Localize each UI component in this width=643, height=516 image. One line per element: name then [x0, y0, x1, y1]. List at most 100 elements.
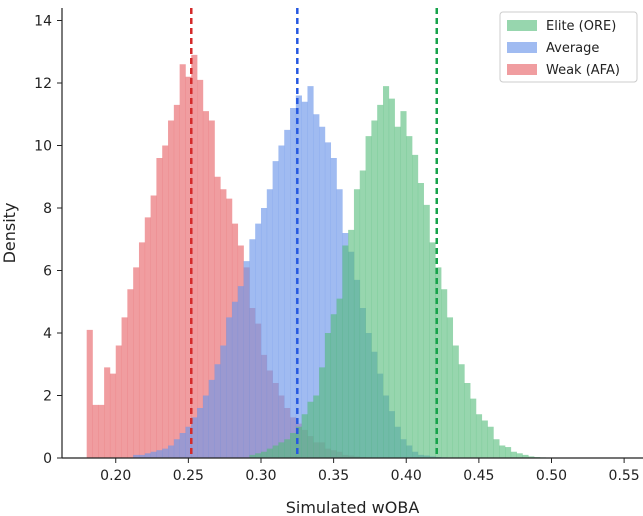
bar-elite-ore [272, 445, 279, 458]
bar-elite-ore [383, 86, 390, 459]
bar-elite-ore [324, 333, 332, 458]
y-tick-label: 14 [34, 14, 52, 30]
bar-average [249, 239, 256, 458]
bar-elite-ore [429, 242, 436, 459]
bar-average [237, 286, 244, 459]
bar-elite-ore [470, 398, 477, 459]
bar-weak-afa [98, 404, 105, 459]
bar-average [144, 453, 151, 458]
y-tick-label: 10 [34, 139, 52, 155]
bar-average [185, 426, 192, 458]
bar-average [150, 451, 157, 458]
bar-average [284, 129, 291, 459]
bar-elite-ore [446, 317, 454, 459]
bar-average [197, 408, 204, 458]
bar-elite-ore [313, 395, 320, 458]
bar-elite-ore [255, 453, 262, 458]
legend-swatch [507, 20, 537, 31]
bar-average [313, 114, 320, 458]
mean-lines [190, 8, 438, 458]
bar-weak-afa [185, 76, 192, 458]
bar-elite-ore [464, 383, 471, 458]
bar-elite-ore [528, 456, 535, 458]
bar-average [330, 158, 337, 458]
bar-weak-afa [115, 345, 122, 458]
bar-weak-afa [127, 289, 134, 458]
bar-weak-afa [162, 145, 169, 458]
y-ticks: 0 2 4 6 8 10 12 14 [34, 14, 62, 467]
bar-elite-ore [249, 454, 256, 459]
bar-average [214, 364, 221, 458]
x-ticks: 0.20 0.25 0.30 0.35 0.40 0.45 0.50 0.55 [100, 458, 640, 484]
bar-elite-ore [353, 189, 361, 458]
bar-weak-afa [156, 158, 163, 458]
y-tick-label: 8 [43, 201, 52, 217]
y-tick-label: 0 [43, 451, 52, 467]
bar-elite-ore [400, 111, 407, 458]
bar-weak-afa [179, 64, 186, 458]
x-tick-label: 0.45 [463, 468, 494, 484]
bar-elite-ore [330, 314, 337, 458]
bar-average [255, 223, 262, 458]
bar-average [202, 395, 209, 458]
x-tick-label: 0.30 [245, 468, 276, 484]
x-tick-label: 0.35 [318, 468, 349, 484]
bar-elite-ore [301, 414, 308, 458]
bar-average [231, 301, 239, 458]
bar-average [179, 433, 186, 458]
bar-elite-ore [266, 448, 273, 459]
bar-elite-ore [319, 367, 326, 459]
bar-elite-ore [423, 204, 430, 459]
bar-elite-ore [371, 120, 378, 458]
bar-average [319, 126, 326, 458]
bar-average [266, 189, 273, 458]
bar-weak-afa [144, 217, 151, 459]
y-tick-label: 4 [43, 326, 52, 342]
bar-elite-ore [522, 454, 529, 459]
bar-weak-afa [104, 367, 111, 459]
bar-elite-ore [510, 451, 517, 458]
bar-weak-afa [208, 120, 215, 458]
bar-average [173, 439, 180, 458]
bar-elite-ore [435, 267, 442, 459]
bar-elite-ore [406, 136, 413, 459]
bar-weak-afa [133, 267, 140, 459]
bar-elite-ore [377, 104, 384, 459]
bar-elite-ore [475, 414, 483, 458]
bar-elite-ore [487, 426, 494, 458]
bar-average [220, 345, 227, 458]
bar-elite-ore [278, 442, 285, 459]
bar-elite-ore [342, 245, 349, 458]
bar-weak-afa [191, 54, 198, 459]
histogram-bars [86, 54, 552, 459]
bar-average [272, 161, 279, 459]
x-tick-label: 0.50 [536, 468, 567, 484]
y-tick-label: 6 [43, 264, 52, 280]
bar-elite-ore [348, 229, 355, 459]
bar-elite-ore [452, 345, 459, 458]
bar-average [168, 445, 175, 458]
x-tick-label: 0.40 [391, 468, 422, 484]
legend-label: Weak (AFA) [546, 63, 620, 78]
bar-weak-afa [173, 104, 180, 459]
bar-weak-afa [138, 242, 146, 459]
bar-average [138, 454, 146, 459]
legend-swatch [507, 42, 537, 53]
bar-average [226, 317, 233, 459]
bar-weak-afa [197, 79, 204, 458]
bar-elite-ore [499, 445, 506, 458]
bar-weak-afa [150, 195, 157, 458]
y-tick-label: 12 [34, 76, 52, 92]
bar-elite-ore [481, 420, 488, 458]
bar-weak-afa [214, 176, 221, 458]
bar-elite-ore [359, 170, 366, 458]
bar-average [191, 417, 198, 459]
bar-elite-ore [336, 298, 343, 459]
legend-swatch [507, 64, 537, 75]
bar-elite-ore [307, 401, 314, 458]
bar-elite-ore [458, 364, 465, 458]
y-tick-label: 2 [43, 389, 52, 405]
bar-average [307, 86, 314, 459]
y-axis-label: Density [0, 203, 19, 264]
